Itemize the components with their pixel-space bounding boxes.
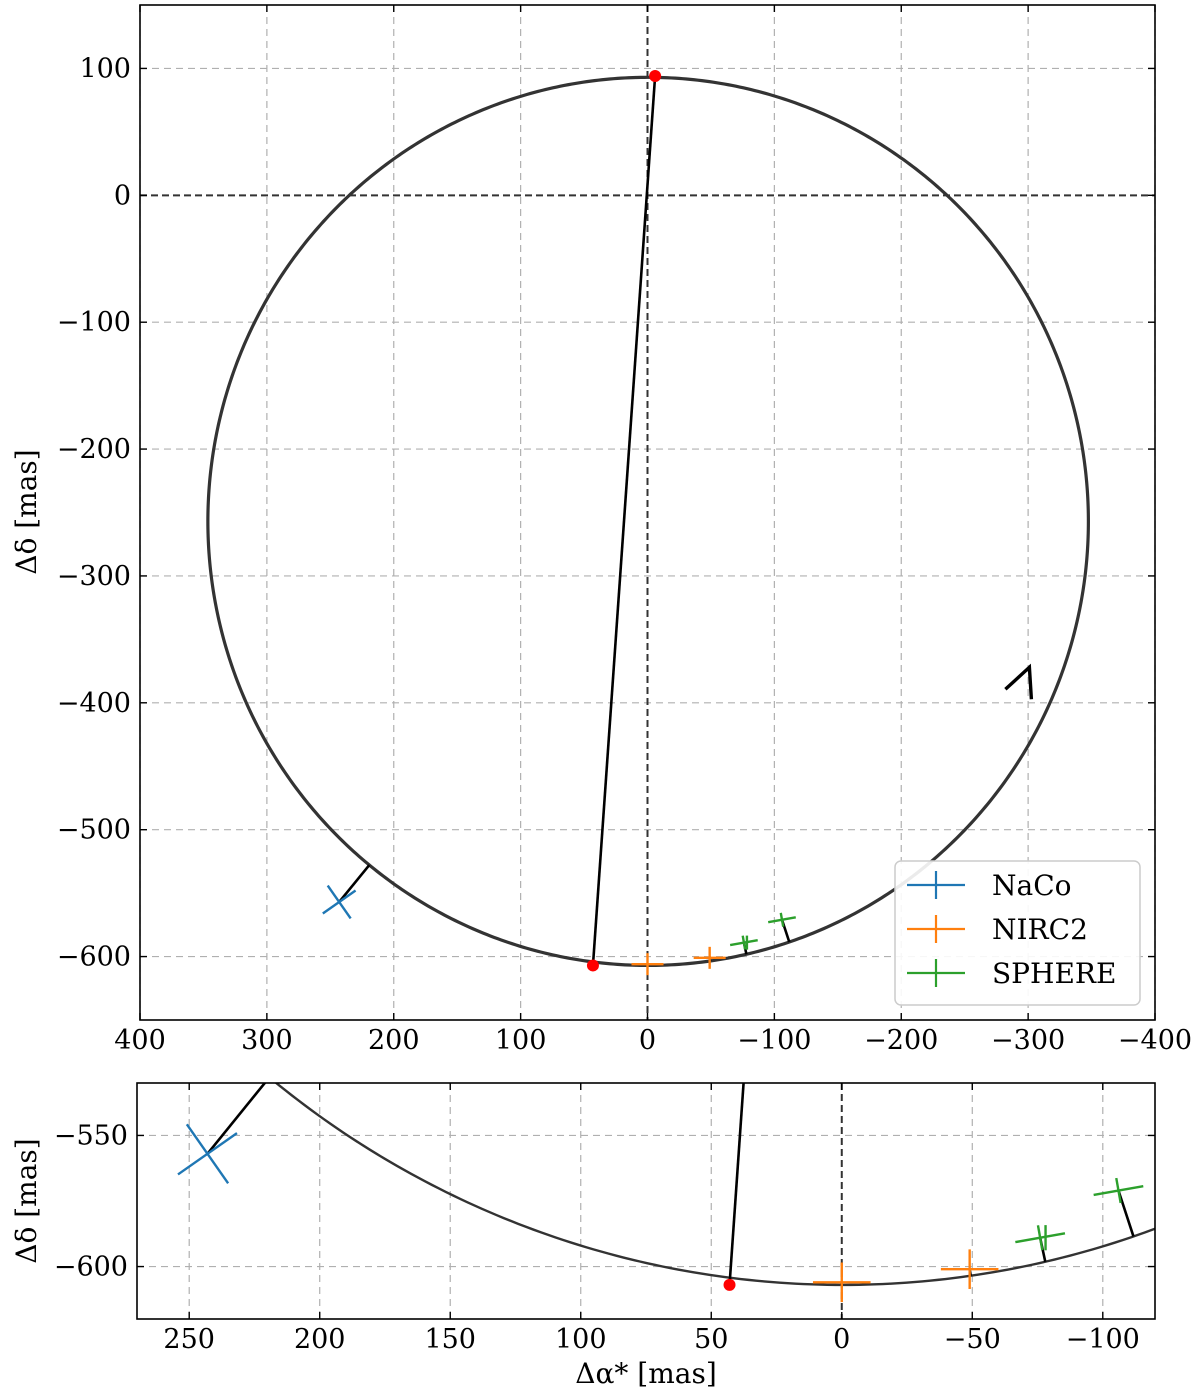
- orbit-curve: [206, 75, 1090, 968]
- main-naco-errorbar: [326, 884, 352, 920]
- zoom-grid: [137, 1083, 1155, 1319]
- legend-entry-naco: NaCo: [907, 869, 1071, 902]
- main-panel: 400 300 200 100 0 −100 −200 −300 −400 100 0 −100 −20…: [10, 4, 1192, 1056]
- main-ytick-label: −100: [57, 307, 131, 338]
- zoom-sphere-errorbar: [1036, 1225, 1044, 1251]
- zoom-ytick-label: −600: [54, 1252, 128, 1283]
- main-ytick-label: −600: [57, 942, 131, 973]
- main-xtick-label: −100: [737, 1025, 811, 1056]
- main-red-point: [649, 70, 662, 83]
- orbit-arrowhead: [1004, 663, 1034, 700]
- zoom-red-point: [723, 1278, 736, 1291]
- main-data-marks: [322, 864, 796, 976]
- zoom-xtick-label: 100: [555, 1324, 607, 1355]
- main-ytick-label: 100: [79, 53, 131, 84]
- legend-entry-sphere: SPHERE: [907, 957, 1116, 990]
- main-xtick-label: −400: [1118, 1025, 1192, 1056]
- main-ytick-label: −400: [57, 688, 131, 719]
- legend-label-sphere: SPHERE: [992, 957, 1116, 990]
- main-xtick-label: 100: [495, 1025, 547, 1056]
- zoom-xtick-label: 250: [163, 1324, 215, 1355]
- main-xtick-label: −300: [991, 1025, 1065, 1056]
- main-red-point: [586, 959, 599, 972]
- zoom-orbit-curve: [274, 1083, 1155, 1287]
- zoom-ytick-label: −550: [54, 1120, 128, 1151]
- main-xtick-label: 300: [241, 1025, 293, 1056]
- legend-label-naco: NaCo: [992, 869, 1071, 902]
- main-ytick-label: 0: [114, 180, 131, 211]
- zoom-naco-errorbar: [185, 1123, 230, 1184]
- orbit-direction-arrow: [1004, 663, 1034, 700]
- main-xtick-label: 400: [114, 1025, 166, 1056]
- zoom-line-of-nodes: [728, 1083, 745, 1286]
- zoom-ticks: 250 200 150 100 50 0 −50 −100 −550 −600: [54, 1083, 1155, 1355]
- zoom-axes-frame: [136, 1082, 1156, 1320]
- zoom-red-points: [723, 1278, 736, 1291]
- legend: NaCo NIRC2 SPHERE: [894, 860, 1141, 1006]
- main-ticks: 400 300 200 100 0 −100 −200 −300 −400 100 0 −100 −20…: [57, 5, 1192, 1056]
- zoom-xtick-label: 50: [694, 1324, 728, 1355]
- main-xtick-label: −200: [864, 1025, 938, 1056]
- zoom-xtick-label: −50: [944, 1324, 1001, 1355]
- main-sphere-errorbar: [779, 912, 785, 927]
- zoom-ylabel: Δδ [mas]: [10, 1138, 43, 1263]
- legend-entry-nirc2: NIRC2: [907, 913, 1088, 946]
- zoom-xtick-label: 150: [424, 1324, 476, 1355]
- main-ytick-label: −300: [57, 561, 131, 592]
- main-ytick-label: −200: [57, 434, 131, 465]
- main-residual-line: [338, 864, 371, 903]
- main-xtick-label: 200: [368, 1025, 420, 1056]
- zoom-sphere-errorbar: [1115, 1177, 1122, 1204]
- zoom-xtick-label: 0: [833, 1324, 850, 1355]
- main-xtick-label: 0: [639, 1025, 656, 1056]
- zoom-xtick-label: −100: [1066, 1324, 1140, 1355]
- main-ylabel: Δδ [mas]: [10, 449, 43, 574]
- legend-label-nirc2: NIRC2: [992, 913, 1088, 946]
- main-red-points: [586, 70, 662, 972]
- main-sphere-errorbar: [741, 935, 747, 950]
- line-of-nodes: [591, 75, 657, 966]
- legend-box: [894, 860, 1141, 1006]
- zoom-xtick-label: 200: [294, 1324, 346, 1355]
- main-ytick-label: −500: [57, 815, 131, 846]
- zoom-data-marks: [177, 1083, 1144, 1303]
- zoom-xlabel: Δα* [mas]: [575, 1357, 717, 1390]
- zoom-residual-line: [206, 1083, 267, 1155]
